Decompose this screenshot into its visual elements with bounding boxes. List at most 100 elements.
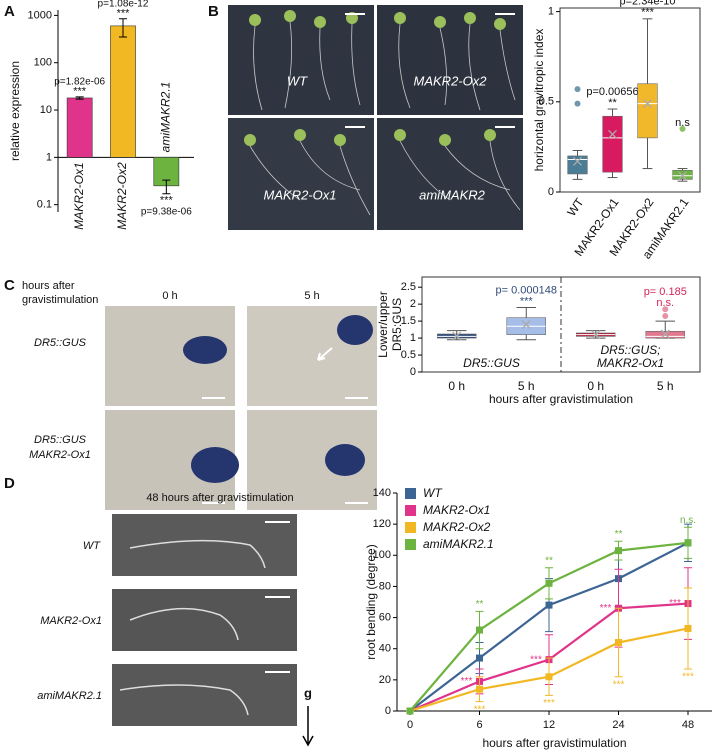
y-tick-label: 1 — [410, 332, 416, 344]
y-tick-label: 40 — [379, 643, 391, 655]
y-tick-label: 120 — [373, 518, 391, 530]
column-label: 5 h — [304, 290, 319, 302]
x-tick-label: MAKR2-Ox1 — [72, 162, 86, 229]
y-tick-label: 20 — [379, 674, 391, 686]
point — [615, 547, 622, 555]
y-tick-label: 0 — [548, 186, 554, 198]
bar — [66, 97, 93, 158]
p-value: p= 0.185 — [644, 286, 687, 298]
y-tick-label: 10 — [40, 104, 52, 116]
mean-marker — [521, 320, 531, 329]
x-tick-label: 0 — [407, 719, 413, 731]
panel-label: C — [4, 277, 15, 294]
p-value: p=1.82e-06 — [54, 76, 105, 87]
y-tick-label: 0.5 — [401, 349, 416, 361]
outlier — [574, 100, 581, 107]
x-tick-label: 12 — [543, 719, 555, 731]
p-value: p=1.08e-12 — [98, 0, 149, 9]
mean-marker — [643, 99, 652, 109]
y-axis-title: Lower/upper — [376, 291, 390, 358]
y-axis-title: DR5:GUS — [390, 298, 404, 351]
photo-label: amiMAKR2 — [419, 187, 486, 202]
x-tick-label: 5 h — [518, 379, 535, 393]
box — [567, 155, 588, 175]
y-tick-label: 2 — [410, 298, 416, 310]
p-value: p= 0.000148 — [496, 284, 557, 296]
y-axis-title: root bending (degree) — [364, 544, 378, 659]
legend-swatch — [405, 539, 416, 550]
bar — [110, 25, 136, 158]
y-tick-label: 1000 — [28, 9, 52, 21]
box — [602, 115, 623, 173]
outlier — [662, 313, 669, 320]
outlier — [574, 86, 581, 93]
significance: n.s. — [656, 297, 674, 309]
photo-grid-c: hours after gravistimulation 0 h 5 h DR5… — [22, 280, 377, 510]
point — [545, 579, 553, 587]
row-label: amiMAKR2.1 — [37, 690, 102, 702]
scale-bar — [345, 13, 515, 128]
significance: *** — [73, 86, 87, 98]
x-tick-label: 0 h — [587, 379, 604, 393]
gravity-label: g — [304, 685, 312, 700]
y-tick-label: 100 — [34, 57, 52, 69]
legend-label: WT — [423, 486, 443, 500]
significance: *** — [520, 295, 534, 307]
significance: *** — [543, 698, 555, 709]
significance: *** — [117, 8, 131, 20]
significance: *** — [160, 195, 174, 207]
photo-grid-d: 48 hours after gravistimulation WT MAKR2… — [37, 492, 314, 747]
y-tick-label: 0.5 — [539, 96, 554, 108]
x-axis-title: hours after gravistimulation — [489, 392, 633, 406]
point — [406, 707, 414, 715]
significance: *** — [474, 704, 486, 715]
group-label: MAKR2-Ox1 — [597, 356, 664, 370]
legend-swatch — [405, 522, 416, 533]
x-tick-label: WT — [564, 195, 587, 219]
x-tick-label: 0 h — [448, 379, 465, 393]
group-label: DR5::GUS; — [600, 343, 660, 357]
row-label: WT — [83, 540, 101, 552]
mean-marker — [452, 331, 462, 341]
stain — [183, 315, 373, 483]
photo — [112, 664, 297, 726]
error-bar — [119, 18, 127, 38]
x-tick-label: 6 — [476, 719, 482, 731]
point — [684, 539, 692, 547]
point — [545, 673, 553, 681]
y-tick-label: 1 — [46, 151, 52, 163]
y-tick-label: 0.1 — [37, 199, 52, 211]
p-value: p=0.00656 — [586, 86, 638, 98]
scale-bar — [202, 397, 368, 504]
significance: ** — [476, 599, 484, 610]
significance: n.s — [675, 117, 690, 129]
photo-title: gravistimulation — [22, 294, 98, 306]
box — [637, 83, 658, 139]
x-axis-title: hours after gravistimulation — [482, 736, 626, 750]
photo — [112, 589, 297, 651]
photo-title: hours after — [22, 280, 75, 292]
y-tick-label: 1.5 — [401, 315, 416, 327]
plot-frame — [559, 7, 701, 193]
significance: ** — [608, 97, 617, 109]
legend-label: MAKR2-Ox2 — [423, 520, 491, 534]
legend-swatch — [405, 488, 416, 499]
x-tick-label: amiMAKR2.1 — [159, 82, 173, 153]
x-tick-label: 48 — [682, 719, 694, 731]
point — [476, 685, 483, 693]
significance: ** — [615, 529, 623, 540]
significance: *** — [461, 676, 473, 687]
photo-grid-b: WT MAKR2-Ox2 MAKR2-Ox1 amiMAKR2 — [228, 5, 523, 230]
legend-swatch — [405, 505, 416, 516]
significance: *** — [613, 679, 625, 690]
legend-label: MAKR2-Ox1 — [423, 503, 490, 517]
photo-title: 48 hours after gravistimulation — [146, 492, 293, 504]
mean-marker — [608, 129, 617, 139]
y-tick-label: 80 — [379, 580, 391, 592]
photo-label: WT — [287, 73, 308, 88]
row-label: DR5::GUS — [34, 434, 87, 446]
x-tick-label: MAKR2-Ox2 — [115, 162, 129, 230]
photo-label: MAKR2-Ox2 — [414, 73, 488, 88]
photo — [112, 514, 297, 576]
column-label: 0 h — [162, 290, 177, 302]
